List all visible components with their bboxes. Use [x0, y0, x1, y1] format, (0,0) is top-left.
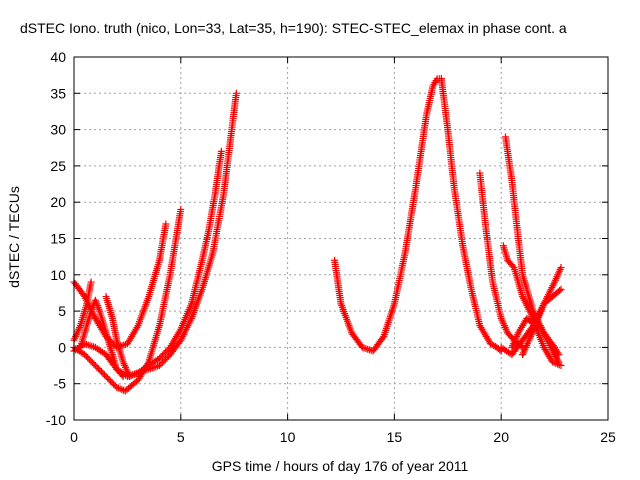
- y-tick-label: -5: [54, 376, 67, 392]
- series-11: [499, 242, 563, 366]
- x-tick-label: 20: [493, 429, 509, 445]
- series-markers: [331, 75, 445, 355]
- y-tick-label: 5: [58, 303, 66, 319]
- series-13: [508, 314, 565, 370]
- series-8: [437, 75, 505, 355]
- y-tick-label: 25: [50, 158, 66, 174]
- x-tick-label: 15: [387, 429, 403, 445]
- series-7: [331, 75, 445, 355]
- series-14: [519, 285, 565, 359]
- x-axis-label: GPS time / hours of day 176 of year 2011: [212, 458, 469, 474]
- series-markers: [76, 296, 127, 380]
- series-markers: [508, 314, 565, 370]
- axis-ticks: 0 5 10 15 20 25 -10 -5 0 5 10 15 20 25 30 35 40: [46, 49, 616, 445]
- series-markers: [519, 285, 565, 359]
- series-markers: [437, 75, 505, 355]
- y-tick-label: 35: [50, 85, 66, 101]
- series-markers: [499, 242, 563, 366]
- x-tick-label: 0: [70, 429, 78, 445]
- y-tick-label: -10: [46, 412, 66, 428]
- y-tick-label: 30: [50, 122, 66, 138]
- x-tick-label: 25: [600, 429, 616, 445]
- y-tick-label: 20: [50, 194, 66, 210]
- y-tick-label: 40: [50, 49, 66, 65]
- series-6: [76, 296, 127, 380]
- plot-frame: [73, 56, 609, 421]
- y-tick-label: 0: [58, 339, 66, 355]
- y-tick-label: 15: [50, 231, 66, 247]
- x-tick-label: 5: [177, 429, 185, 445]
- chart-title: dSTEC Iono. truth (nico, Lon=33, Lat=35,…: [20, 20, 567, 36]
- y-tick-label: 10: [50, 267, 66, 283]
- series-markers: [476, 169, 527, 351]
- data-points: [70, 75, 565, 395]
- x-tick-label: 10: [280, 429, 296, 445]
- y-axis-label: dSTEC / TECUs: [6, 186, 22, 288]
- series-9: [476, 169, 527, 351]
